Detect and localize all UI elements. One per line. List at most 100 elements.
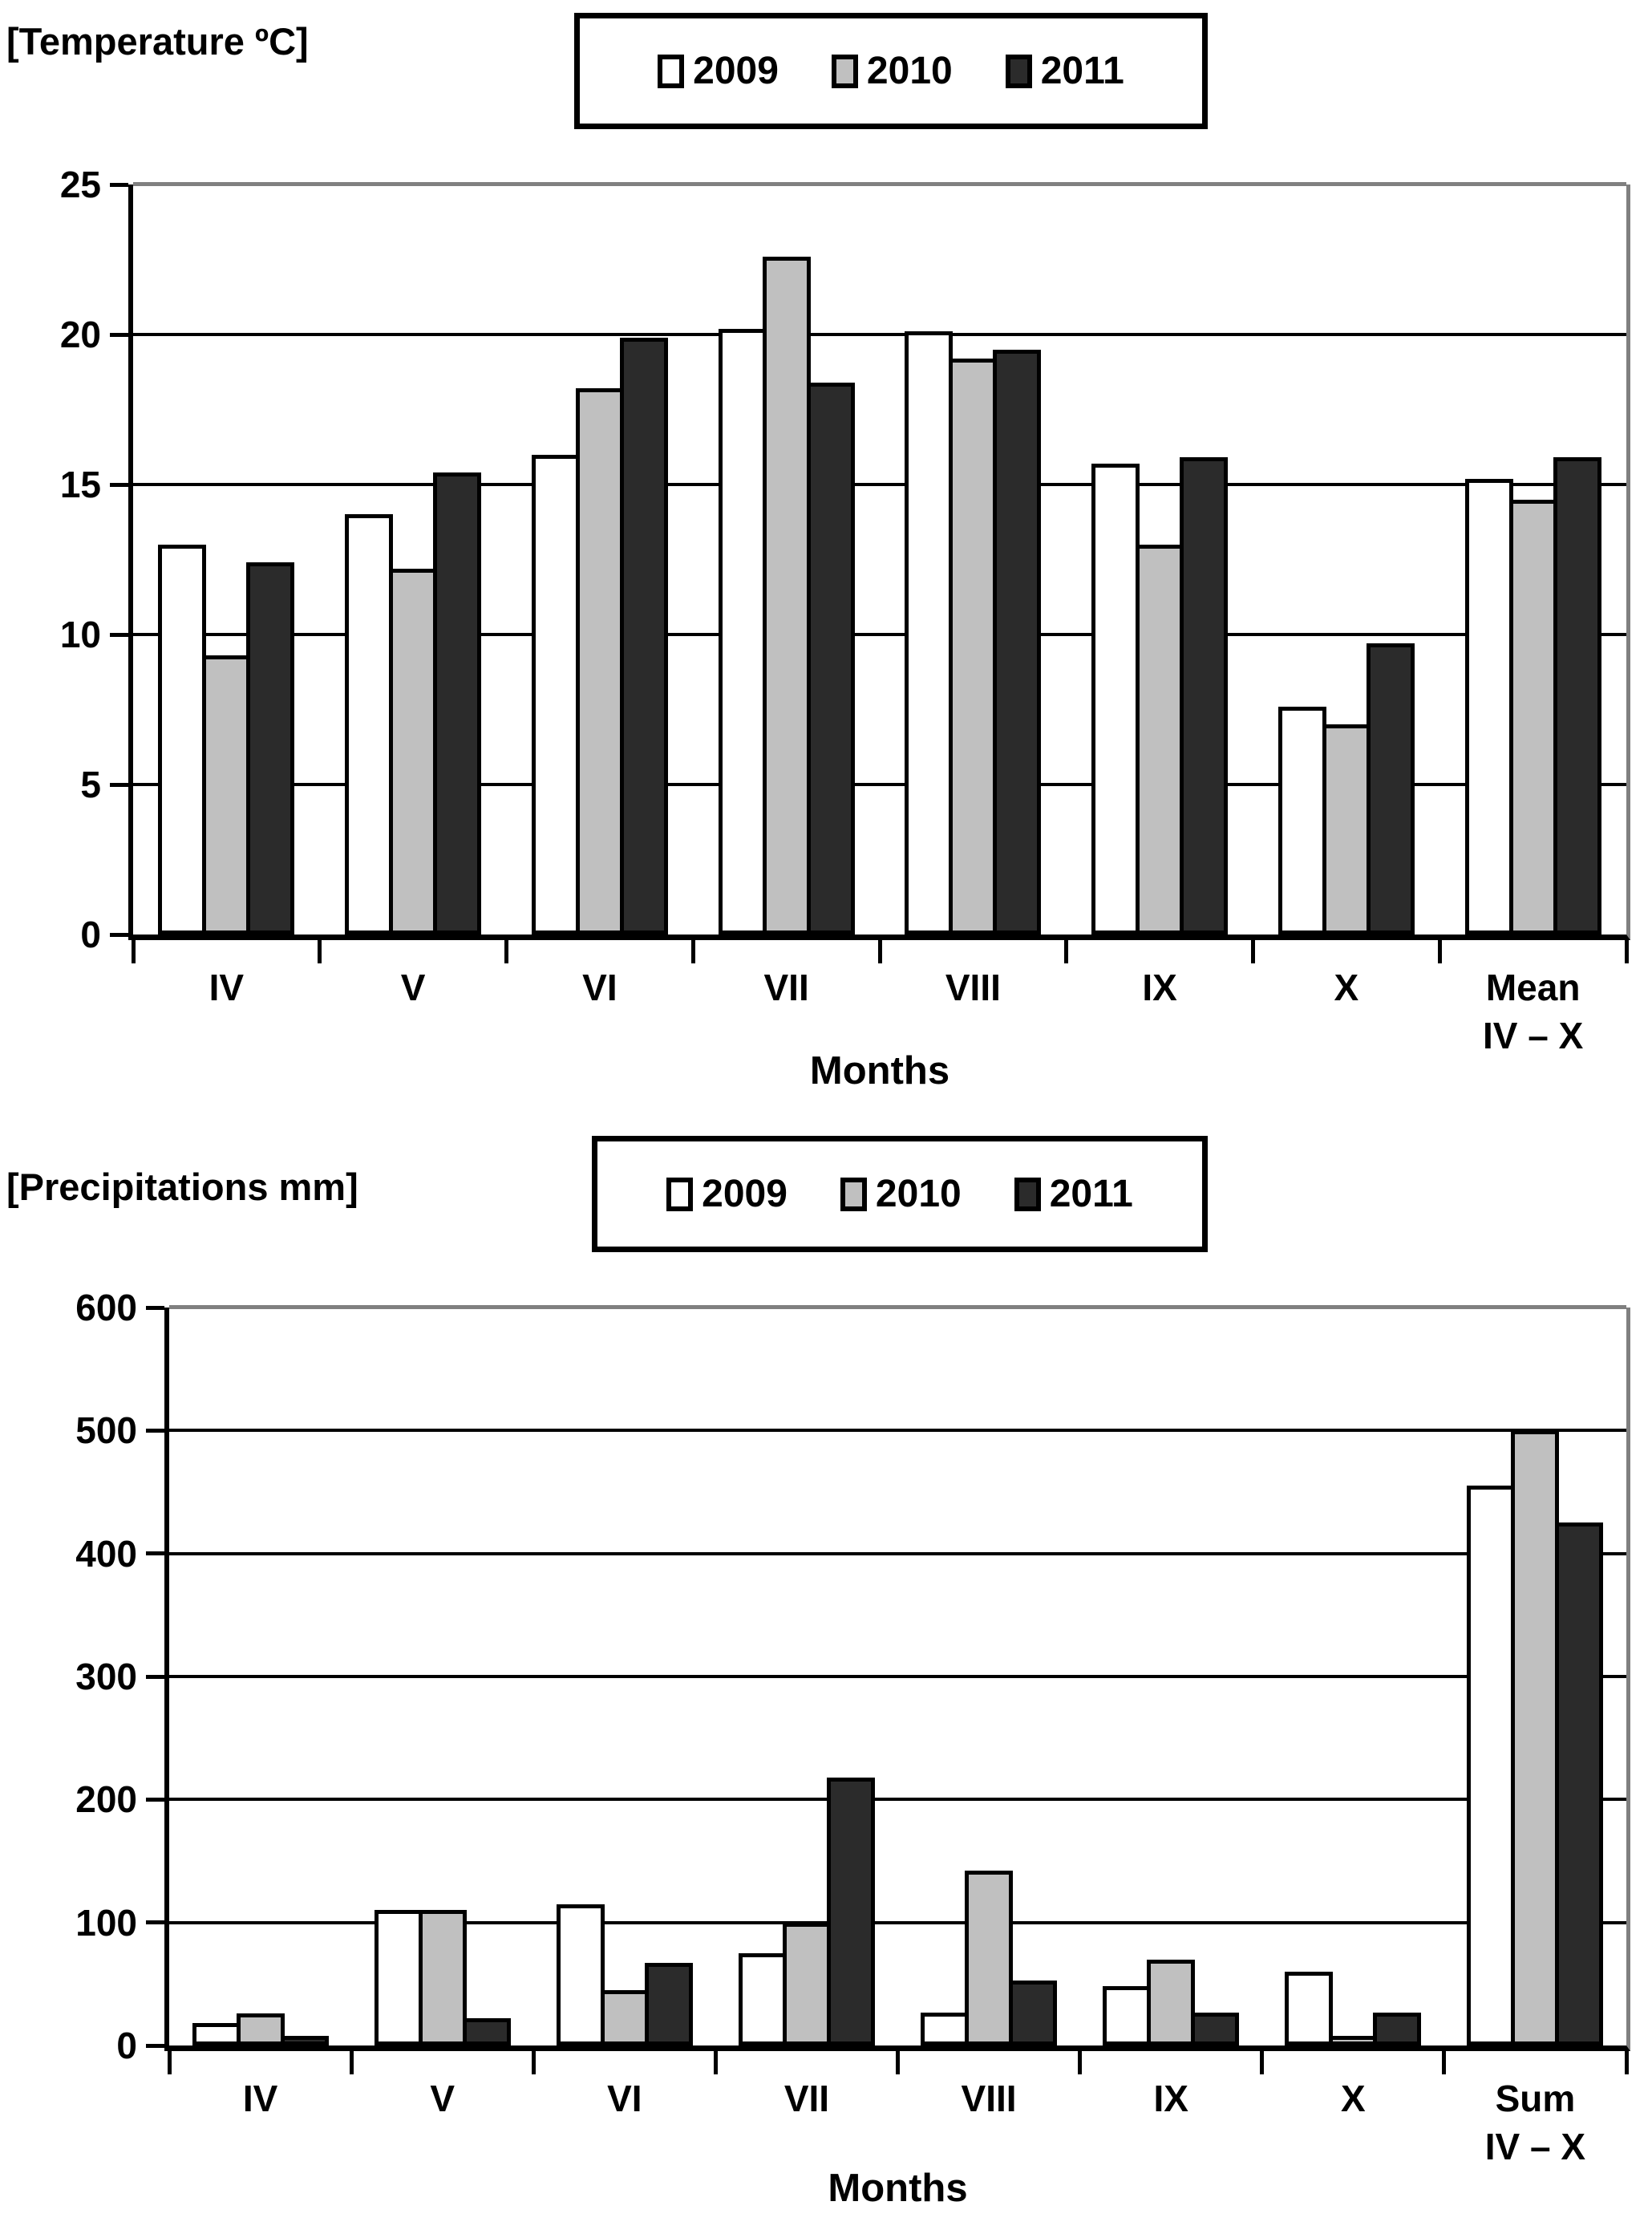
- temperature-legend: 2009 2010 2011: [574, 13, 1208, 129]
- x-category-label-VIII: VIII: [945, 967, 1001, 1008]
- legend-label-2010: 2010: [875, 1172, 962, 1215]
- bar-2009-IX: [1091, 463, 1140, 935]
- x-category-label-X: X: [1334, 967, 1359, 1008]
- bar-2009-Mean: [1464, 478, 1513, 935]
- y-tick-label-25: 25: [59, 164, 101, 205]
- y-tick-10: [110, 632, 128, 637]
- bar-2009-VII: [738, 1953, 787, 2045]
- bar-2011-V: [462, 2018, 511, 2045]
- x-category-label-Mean: Mean IV – X: [1482, 967, 1584, 1056]
- bar-2009-VI: [531, 454, 580, 935]
- x-tick-0: [167, 2051, 172, 2074]
- x-category-label-VII: VII: [763, 967, 809, 1008]
- bar-2009-X: [1277, 706, 1326, 935]
- bar-2011-Sum: [1555, 1522, 1604, 2045]
- legend-label-2011: 2011: [1040, 49, 1124, 92]
- bar-2011-Mean: [1553, 457, 1601, 935]
- bar-2010-VII: [762, 256, 811, 935]
- bar-2011-VIII: [1009, 1980, 1058, 2045]
- precipitation-chart: [Precipitations mm] 2009 2010 2011 0 100 200…: [0, 1123, 1652, 2234]
- y-tick-15: [110, 482, 128, 487]
- bar-2011-X: [1373, 2012, 1422, 2045]
- gridline-400: [169, 1551, 1626, 1555]
- bar-2011-IV: [280, 2035, 329, 2045]
- bar-2009-V: [374, 1910, 423, 2045]
- x-tick-8: [1624, 2051, 1629, 2074]
- bar-2011-IX: [1180, 457, 1229, 935]
- y-tick-label-0: 0: [80, 914, 101, 955]
- bar-2010-VII: [782, 1922, 831, 2045]
- bar-2009-V: [345, 514, 394, 935]
- bar-2011-IV: [246, 562, 295, 935]
- legend-item-2009: 2009: [666, 1174, 788, 1214]
- legend-item-2011: 2011: [1014, 1174, 1133, 1214]
- y-tick-label-500: 500: [75, 1409, 137, 1452]
- bar-2010-IV: [236, 2013, 285, 2045]
- x-tick-4: [877, 940, 882, 963]
- x-tick-0: [131, 940, 136, 963]
- y-tick-label-600: 600: [75, 1287, 137, 1328]
- bar-2010-X: [1322, 724, 1371, 935]
- gridline-5: [133, 783, 1626, 786]
- bar-2009-VII: [718, 328, 767, 935]
- y-tick-label-200: 200: [75, 1778, 137, 1821]
- temperature-plot-area: 0 5 10 15 20 25 IV V VI VII VIII IX X Mean IV – X Mont…: [60, 164, 1630, 1093]
- bar-2011-VII: [826, 1777, 875, 2045]
- bar-2010-X: [1329, 2035, 1378, 2045]
- legend-swatch-2009: [666, 1177, 694, 1211]
- legend-item-2010: 2010: [840, 1172, 962, 1215]
- x-category-label-IV: IV: [242, 2078, 278, 2119]
- x-tick-2: [504, 940, 508, 963]
- precipitation-plot-area: 0 100 200 300 400 500 600 IV V VI VII VIII IX X Sum IV…: [75, 1287, 1630, 2210]
- x-tick-7: [1437, 940, 1442, 963]
- x-tick-1: [349, 2051, 354, 2074]
- gridline-300: [169, 1675, 1626, 1678]
- legend-swatch-2010: [831, 54, 858, 88]
- bar-2010-IX: [1136, 544, 1184, 935]
- x-axis-title: Months: [809, 1049, 950, 1093]
- legend-label-2010: 2010: [866, 49, 953, 92]
- x-category-label-VII: VII: [783, 2078, 830, 2119]
- y-tick-0: [110, 932, 128, 937]
- temperature-chart: [Temperature ºC] 2009 2010 2011 0 5 10 15 20 25…: [6, 13, 1630, 1093]
- x-tick-5: [1064, 940, 1069, 963]
- bar-2010-VIII: [949, 358, 998, 935]
- y-tick-200: [146, 1797, 164, 1802]
- legend-swatch-2009: [658, 54, 685, 88]
- x-category-label-IX: IX: [1142, 967, 1177, 1008]
- x-category-label-VIII: VIII: [961, 2078, 1017, 2119]
- bar-2011-V: [433, 472, 482, 935]
- bar-2010-V: [389, 568, 438, 935]
- bar-2010-VI: [575, 388, 624, 935]
- legend-item-2009: 2009: [658, 51, 779, 91]
- gridline-500: [169, 1429, 1626, 1433]
- gridline-20: [133, 333, 1626, 336]
- gridline-25: [133, 182, 1626, 186]
- y-tick-300: [146, 1674, 164, 1679]
- y-tick-label-0: 0: [116, 2025, 137, 2066]
- gridline-600: [169, 1305, 1626, 1309]
- bar-2011-IX: [1191, 2012, 1240, 2045]
- bar-2010-Mean: [1508, 499, 1557, 935]
- precipitation-legend: 2009 2010 2011: [592, 1136, 1208, 1252]
- x-category-label-V: V: [400, 967, 426, 1008]
- y-tick-label-5: 5: [80, 764, 101, 805]
- bar-2009-X: [1285, 1972, 1334, 2045]
- y-tick-label-100: 100: [75, 1901, 137, 1944]
- y-tick-label-300: 300: [75, 1656, 137, 1697]
- gridline-100: [169, 1920, 1626, 1924]
- y-tick-label-20: 20: [59, 314, 101, 355]
- gridline-15: [133, 483, 1626, 486]
- legend-item-2010: 2010: [831, 49, 953, 92]
- x-tick-7: [1442, 2051, 1447, 2074]
- x-tick-6: [1260, 2051, 1265, 2074]
- bar-2010-VI: [600, 1990, 649, 2045]
- precipitation-chart-title: [Precipitations mm]: [6, 1166, 358, 1208]
- y-tick-25: [110, 182, 128, 187]
- bar-2011-VI: [644, 1963, 693, 2045]
- gridline-200: [169, 1798, 1626, 1802]
- y-tick-500: [146, 1428, 164, 1433]
- x-category-label-IX: IX: [1153, 2078, 1188, 2119]
- y-tick-label-400: 400: [75, 1532, 137, 1575]
